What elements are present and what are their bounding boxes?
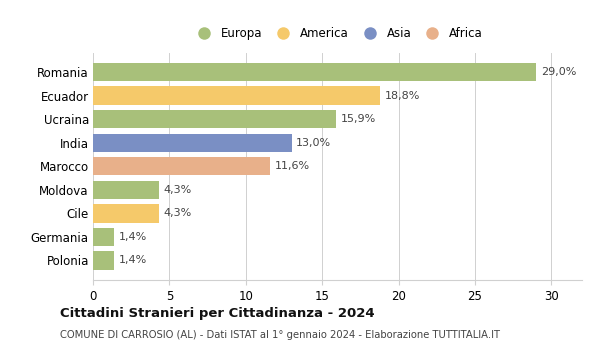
Bar — [93, 86, 380, 105]
Text: 1,4%: 1,4% — [119, 256, 147, 265]
Text: 15,9%: 15,9% — [341, 114, 376, 124]
Text: 1,4%: 1,4% — [119, 232, 147, 242]
Text: 11,6%: 11,6% — [275, 161, 310, 171]
Bar — [93, 63, 536, 81]
Text: 29,0%: 29,0% — [541, 67, 576, 77]
Bar — [93, 228, 115, 246]
Text: 13,0%: 13,0% — [296, 138, 331, 148]
Bar — [93, 251, 115, 270]
Text: 4,3%: 4,3% — [163, 208, 191, 218]
Text: COMUNE DI CARROSIO (AL) - Dati ISTAT al 1° gennaio 2024 - Elaborazione TUTTITALI: COMUNE DI CARROSIO (AL) - Dati ISTAT al … — [60, 330, 500, 340]
Legend: Europa, America, Asia, Africa: Europa, America, Asia, Africa — [188, 22, 487, 44]
Text: Cittadini Stranieri per Cittadinanza - 2024: Cittadini Stranieri per Cittadinanza - 2… — [60, 307, 374, 320]
Text: 4,3%: 4,3% — [163, 185, 191, 195]
Bar — [93, 157, 270, 175]
Bar — [93, 110, 336, 128]
Bar — [93, 181, 159, 199]
Bar — [93, 133, 292, 152]
Text: 18,8%: 18,8% — [385, 91, 420, 100]
Bar — [93, 204, 159, 223]
